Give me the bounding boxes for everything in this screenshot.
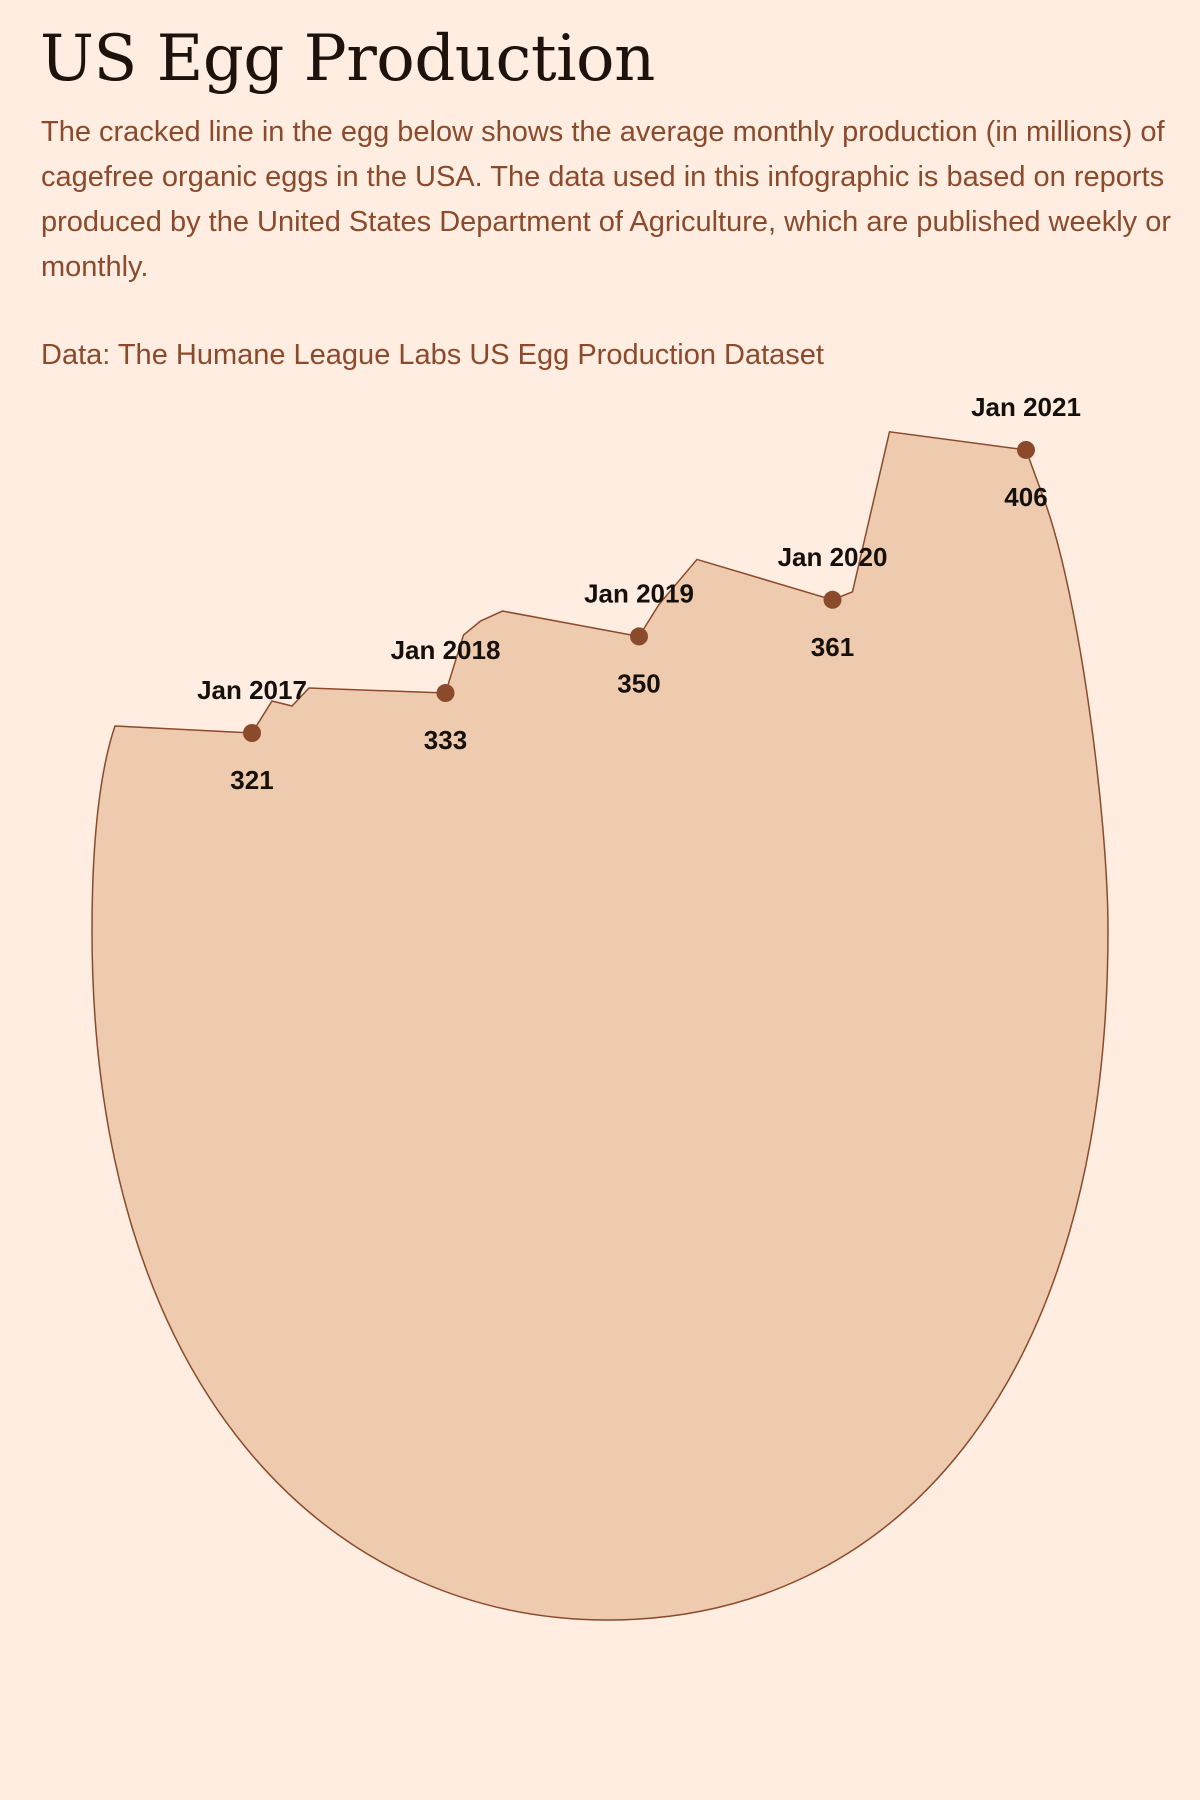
value-label: 361	[811, 632, 854, 662]
data-point	[823, 590, 842, 609]
egg-shape	[91, 430, 1109, 1621]
date-label: Jan 2020	[778, 542, 888, 572]
value-label: 350	[617, 668, 660, 698]
data-point	[436, 684, 455, 703]
date-label: Jan 2017	[197, 675, 307, 705]
page-title: US Egg Production	[40, 22, 655, 96]
date-label: Jan 2021	[971, 392, 1081, 422]
value-label: 406	[1004, 482, 1047, 512]
data-point	[630, 627, 648, 646]
data-marks: Jan 2017 321 Jan 2018 333 Jan 2019 350 Jan 202…	[197, 392, 1081, 795]
date-label: Jan 2018	[391, 635, 501, 665]
date-label: Jan 2019	[584, 578, 694, 608]
chart-description: The cracked line in the egg below shows …	[41, 116, 1172, 283]
data-point	[1017, 440, 1035, 459]
data-source: Data: The Humane League Labs US Egg Prod…	[41, 339, 824, 371]
value-label: 333	[424, 725, 467, 755]
data-point	[243, 724, 261, 742]
value-label: 321	[230, 765, 273, 795]
